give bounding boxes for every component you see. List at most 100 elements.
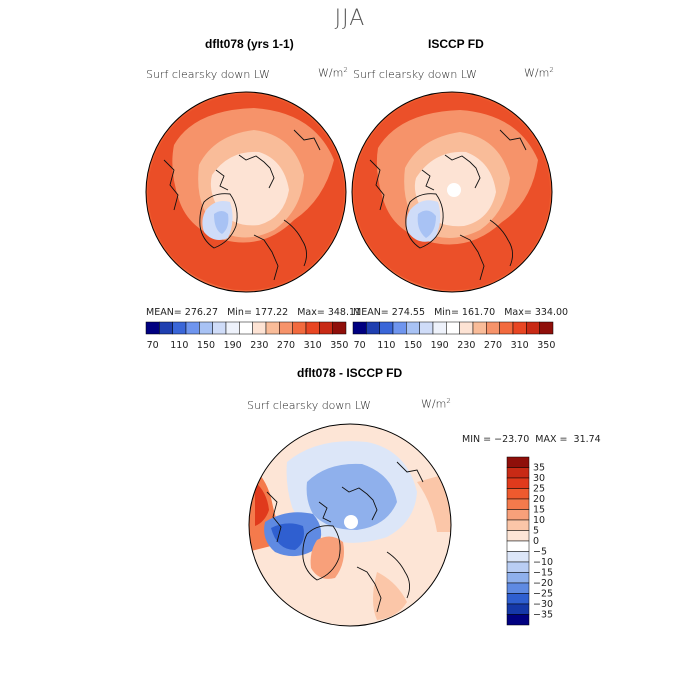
colorbar-swatch [432, 321, 447, 335]
colorbar-tick-label: 25 [533, 484, 545, 495]
colorbar-swatch [406, 321, 420, 335]
colorbar-tick-label: 110 [377, 340, 395, 351]
no-data-pole [344, 515, 358, 529]
colorbar-swatch [526, 321, 540, 335]
colorbar-tick-label: −5 [533, 547, 547, 558]
colorbar-swatch [512, 321, 527, 335]
colorbar-tick-label: 10 [533, 515, 545, 526]
season-title: JJA [334, 6, 366, 31]
stats-model: MEAN= 276.27 Min= 177.22 Max= 348.11 [146, 307, 362, 318]
colorbar-obs: 70 110 150 190 230 270 310 350 [352, 321, 555, 351]
colorbar-tick-label: 15 [533, 505, 545, 516]
colorbar-tick-label: 270 [484, 340, 502, 351]
polar-map-model [145, 91, 347, 293]
colorbar-tick-label: 0 [533, 536, 539, 547]
colorbar-tick-label: 150 [404, 340, 422, 351]
colorbar-swatch [185, 321, 200, 335]
panel-units-obs: W/m2 [524, 66, 554, 80]
colorbar-tick-label: 35 [533, 463, 545, 474]
colorbar-swatch [506, 488, 530, 500]
coastlines [369, 129, 527, 281]
colorbar-swatch [506, 561, 530, 573]
panel-variable-diff: Surf clearsky down LW [247, 399, 371, 412]
colorbar-tick-label: −35 [533, 610, 553, 621]
colorbar-swatch [305, 321, 320, 335]
panel-title-model: dflt078 (yrs 1-1) [205, 37, 294, 51]
polar-map-diff [248, 423, 452, 627]
colorbar-swatch [506, 540, 530, 552]
stats-obs: MEAN= 274.55 Min= 161.70 Max= 334.00 [353, 307, 569, 318]
map-boundary [351, 91, 553, 293]
colorbar-tick-label: 20 [533, 494, 545, 505]
colorbar-swatch [352, 321, 367, 335]
colorbar-tick-label: 270 [277, 340, 295, 351]
colorbar-swatch [172, 321, 187, 335]
colorbar-swatch [506, 519, 530, 531]
colorbar-tick-label: 110 [170, 340, 188, 351]
greenland-coldest [214, 211, 229, 234]
colorbar-swatch [366, 321, 380, 335]
colorbar-swatch [379, 321, 394, 335]
colorbar-swatch [506, 593, 530, 605]
colorbar-tick-label: 30 [533, 473, 545, 484]
strong-warm-west [255, 482, 269, 526]
colorbar-tick-label: 5 [533, 526, 539, 537]
no-data-pole [447, 183, 461, 197]
colorbar-swatch [506, 530, 530, 542]
colorbar-swatch [506, 551, 530, 563]
colorbar-tick-label: −15 [533, 568, 553, 579]
colorbar-swatch [159, 321, 173, 335]
map-boundary [145, 91, 347, 293]
colorbar-swatch [506, 498, 530, 510]
colorbar-tick-label: 150 [197, 340, 215, 351]
panel-title-diff: dflt078 - ISCCP FD [297, 366, 403, 380]
cool-anomaly-core [306, 463, 397, 530]
colorbar-swatch [265, 321, 280, 335]
colorbar-tick-label: 190 [431, 340, 449, 351]
colorbar-swatch [252, 321, 267, 335]
colorbar-swatch [499, 321, 514, 335]
colorbar-swatch [506, 509, 530, 521]
panel-variable-model: Surf clearsky down LW [146, 68, 270, 81]
colorbar-tick-label: 310 [304, 340, 322, 351]
coastlines [266, 461, 424, 613]
colorbar-swatch [506, 614, 530, 626]
panel-variable-obs: Surf clearsky down LW [353, 68, 477, 81]
greenland-coldest [417, 210, 436, 238]
colorbar-tick-label: 230 [457, 340, 475, 351]
strong-cool-anomaly [271, 523, 304, 550]
colorbar-swatch [539, 321, 554, 335]
colorbar-swatch [506, 477, 530, 489]
greenland-warm-anomaly [310, 536, 344, 579]
colorbar-swatch [292, 321, 307, 335]
colorbar-swatch [506, 582, 530, 594]
panel-title-obs: ISCCP FD [428, 37, 484, 51]
colorbar-swatch [319, 321, 333, 335]
colorbar-tick-label: −30 [533, 599, 553, 610]
colorbar-tick-label: 230 [250, 340, 268, 351]
coastlines [163, 129, 321, 281]
colorbar-tick-label: 70 [147, 340, 159, 351]
colorbar-swatch [225, 321, 240, 335]
colorbar-swatch [506, 467, 530, 479]
colorbar-swatch [419, 321, 434, 335]
colorbar-tick-label: 70 [354, 340, 366, 351]
panel-units-model: W/m2 [318, 66, 348, 80]
colorbar-tick-label: −25 [533, 589, 553, 600]
colorbar-swatch [486, 321, 500, 335]
colorbar-swatch [459, 321, 474, 335]
colorbar-swatch [392, 321, 407, 335]
polar-map-obs [351, 91, 553, 293]
colorbar-swatch [199, 321, 213, 335]
colorbar-tick-label: 350 [537, 340, 555, 351]
colorbar-tick-label: 310 [511, 340, 529, 351]
colorbar-swatch [506, 572, 530, 584]
warm-anomaly-south [373, 572, 407, 620]
colorbar-swatch [212, 321, 227, 335]
colorbar-swatch [506, 603, 530, 615]
colorbar-tick-label: 190 [224, 340, 242, 351]
colorbar-swatch [332, 321, 347, 335]
colorbar-tick-label: −20 [533, 578, 553, 589]
colorbar-tick-label: −10 [533, 557, 553, 568]
